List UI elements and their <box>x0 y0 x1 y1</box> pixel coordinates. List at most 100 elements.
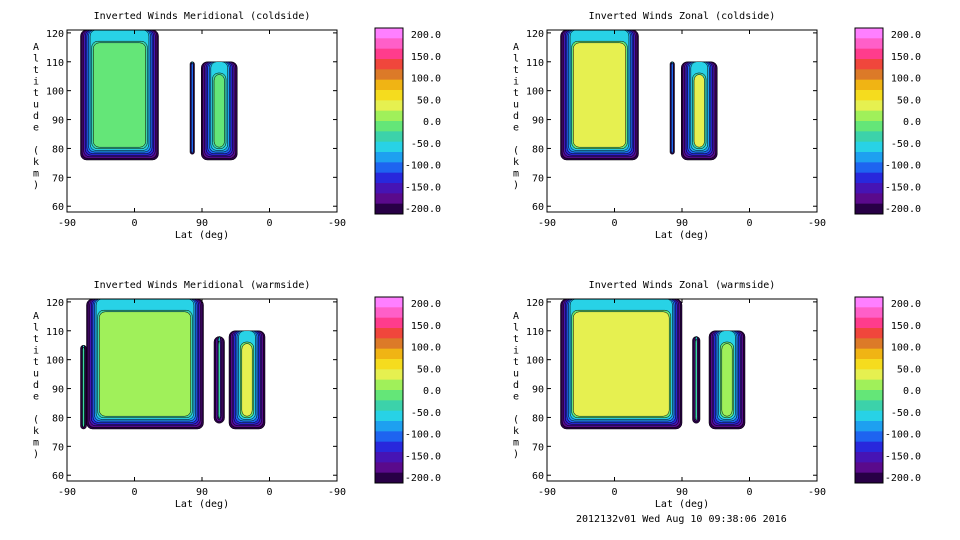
colorbar-swatch <box>375 359 403 370</box>
colorbar-swatch <box>375 172 403 184</box>
colorbar-swatch <box>375 317 403 329</box>
colorbar-swatch <box>375 90 403 101</box>
timestamp-footer: 2012132v01 Wed Aug 10 09:38:06 2016 <box>576 514 787 525</box>
colorbar-tick-label: -100.0 <box>885 161 921 172</box>
x-tick-label: -90 <box>538 487 556 498</box>
colorbar-swatch <box>855 100 883 112</box>
colorbar-swatch <box>855 328 883 339</box>
x-tick-label: -90 <box>328 218 346 229</box>
chart-title: Inverted Winds Meridional (coldside) <box>94 11 311 22</box>
contour-band <box>191 62 194 154</box>
y-tick-label: 110 <box>46 58 64 69</box>
colorbar-tick-label: -200.0 <box>885 473 921 484</box>
colorbar-swatch <box>855 452 883 463</box>
colorbar: 200.0 150.0 100.0 50.0 0.0 -50.0 -100.0 -150.0 -… <box>854 27 921 215</box>
chart-title: Inverted Winds Zonal (coldside) <box>589 11 776 22</box>
y-tick-label: 70 <box>532 442 544 453</box>
colorbar-tick-label: -50.0 <box>891 408 921 419</box>
colorbar-tick-label: -50.0 <box>891 139 921 150</box>
colorbar-tick-label: 200.0 <box>411 30 441 41</box>
x-tick-label: 0 <box>611 487 617 498</box>
colorbar-tick-label: 50.0 <box>897 95 921 106</box>
colorbar-swatch <box>375 121 403 132</box>
colorbar-tick-label: 200.0 <box>891 299 921 310</box>
contour-region <box>560 29 639 161</box>
colorbar-frame <box>854 296 884 484</box>
colorbar-tick-label: 100.0 <box>891 343 921 354</box>
colorbar-swatch <box>855 90 883 101</box>
contour-band <box>721 343 733 417</box>
colorbar-swatch <box>855 441 883 453</box>
colorbar-tick-label: 0.0 <box>423 117 441 128</box>
colorbar-swatch <box>375 348 403 360</box>
colorbar-tick-label: -150.0 <box>885 451 921 462</box>
colorbar: 200.0 150.0 100.0 50.0 0.0 -50.0 -100.0 -150.0 -… <box>854 296 921 484</box>
colorbar-swatch <box>375 48 403 60</box>
colorbar-swatch <box>375 379 403 391</box>
colorbar-tick-label: 200.0 <box>411 299 441 310</box>
x-tick-label: 90 <box>676 487 688 498</box>
colorbar-tick-label: 50.0 <box>897 364 921 375</box>
x-tick-label: 0 <box>611 218 617 229</box>
y-tick-label: 70 <box>52 173 64 184</box>
contour-band <box>693 74 705 148</box>
colorbar-swatch <box>855 79 883 91</box>
y-tick-label: 60 <box>52 471 64 482</box>
colorbar-frame <box>854 27 884 215</box>
colorbar-swatch <box>855 338 883 350</box>
colorbar-swatch <box>375 462 403 474</box>
colorbar-swatch <box>375 110 403 122</box>
colorbar-swatch <box>375 100 403 112</box>
colorbar-swatch <box>855 38 883 50</box>
colorbar-tick-label: -200.0 <box>405 473 441 484</box>
colorbar-tick-label: -150.0 <box>885 182 921 193</box>
colorbar: 200.0 150.0 100.0 50.0 0.0 -50.0 -100.0 -150.0 -… <box>374 296 441 484</box>
y-tick-label: 60 <box>52 202 64 213</box>
colorbar-swatch <box>855 462 883 474</box>
y-tick-label: 110 <box>526 327 544 338</box>
colorbar-swatch <box>375 441 403 453</box>
y-tick-label: 70 <box>532 173 544 184</box>
x-tick-label: -90 <box>328 487 346 498</box>
colorbar-swatch <box>855 472 883 484</box>
colorbar-swatch <box>375 79 403 91</box>
y-tick-label: 80 <box>52 413 64 424</box>
colorbar-tick-label: 50.0 <box>417 364 441 375</box>
x-tick-label: 0 <box>746 487 752 498</box>
colorbar-swatch <box>375 390 403 401</box>
colorbar-swatch <box>855 183 883 194</box>
y-tick-label: 60 <box>532 202 544 213</box>
colorbar-swatch <box>855 421 883 432</box>
colorbar-tick-label: 0.0 <box>903 117 921 128</box>
colorbar-swatch <box>855 48 883 60</box>
colorbar-swatch <box>375 38 403 50</box>
contour-region <box>80 29 159 161</box>
colorbar-swatch <box>375 472 403 484</box>
colorbar-swatch <box>375 328 403 339</box>
colorbar-swatch <box>375 369 403 381</box>
x-tick-label: 0 <box>266 218 272 229</box>
x-tick-label: 0 <box>746 218 752 229</box>
colorbar-swatch <box>375 431 403 443</box>
colorbar-swatch <box>375 203 403 215</box>
colorbar-swatch <box>375 297 403 308</box>
colorbar-swatch <box>375 131 403 143</box>
colorbar-swatch <box>855 369 883 381</box>
colorbar-swatch <box>855 203 883 215</box>
contour-region <box>692 336 701 424</box>
colorbar-swatch <box>855 297 883 308</box>
colorbar-tick-label: -200.0 <box>405 204 441 215</box>
x-tick-label: 0 <box>131 487 137 498</box>
contour-region <box>80 344 87 430</box>
colorbar-tick-label: -100.0 <box>885 430 921 441</box>
colorbar-tick-label: 100.0 <box>411 343 441 354</box>
colorbar-frame <box>374 27 404 215</box>
y-tick-label: 90 <box>52 116 64 127</box>
y-tick-label: 80 <box>532 413 544 424</box>
x-tick-label: -90 <box>808 218 826 229</box>
colorbar-swatch <box>855 307 883 319</box>
colorbar-swatch <box>375 183 403 194</box>
